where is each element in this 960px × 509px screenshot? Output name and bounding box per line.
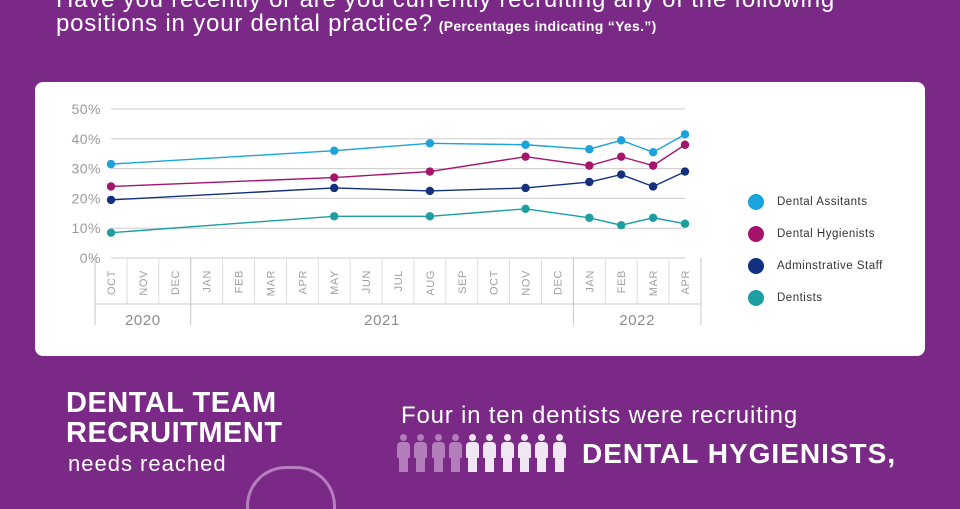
data-point xyxy=(585,213,594,222)
person-icon xyxy=(517,434,532,472)
data-point xyxy=(521,140,530,149)
data-point xyxy=(648,148,658,157)
x-tick-label: FEB xyxy=(234,270,246,293)
question-line-1: Have you recently or are you currently r… xyxy=(56,0,835,14)
data-point xyxy=(425,167,435,176)
data-point xyxy=(330,183,339,193)
legend-item: Adminstrative Staff xyxy=(748,250,883,282)
x-tick-label: MAY xyxy=(329,270,341,295)
hygienists-headline: DENTAL HYGIENISTS, xyxy=(582,438,897,469)
data-point xyxy=(106,182,116,191)
x-tick-label: FEB xyxy=(616,270,628,293)
data-point xyxy=(617,221,626,230)
y-tick-label: 0% xyxy=(80,250,101,266)
team-recruitment-title: DENTAL TEAM RECRUITMENT xyxy=(66,387,283,449)
data-point xyxy=(585,177,594,187)
data-point xyxy=(106,159,116,169)
person-icon xyxy=(448,434,463,472)
data-point xyxy=(617,170,626,179)
person-icon xyxy=(482,434,497,472)
person-icon xyxy=(534,434,549,472)
data-point xyxy=(425,139,435,148)
series-line xyxy=(110,208,686,234)
data-point xyxy=(648,182,658,191)
legend-label: Dental Hygienists xyxy=(777,228,875,240)
question-note: (Percentages indicating “Yes.”) xyxy=(438,18,657,34)
heart-icon xyxy=(246,466,336,509)
legend-item: Dental Hygienists xyxy=(748,218,883,250)
person-icon xyxy=(552,434,567,472)
data-point xyxy=(521,183,530,193)
x-tick-label: OCT xyxy=(489,270,501,295)
x-tick-label: APR xyxy=(680,270,692,294)
x-tick-label: MAR xyxy=(265,270,277,296)
x-tick-label: MAR xyxy=(648,270,660,296)
legend-swatch xyxy=(748,194,764,210)
data-point xyxy=(330,212,339,221)
x-tick-label: OCT xyxy=(106,270,118,295)
legend-label: Dental Assitants xyxy=(777,196,868,208)
x-tick-label: DEC xyxy=(552,270,564,295)
year-label: 2021 xyxy=(364,312,400,329)
needs-reached-text: needs reached xyxy=(68,451,227,476)
year-label: 2020 xyxy=(125,312,161,329)
legend-item: Dentists xyxy=(748,282,883,314)
chart-legend: Dental Assitants Dental Hygienists Adminst… xyxy=(748,186,883,314)
person-icon xyxy=(431,434,446,472)
legend-label: Dentists xyxy=(777,292,823,304)
x-tick-label: JAN xyxy=(584,270,596,293)
data-point xyxy=(680,140,690,149)
question-text: positions in your dental practice? xyxy=(56,10,433,37)
data-point xyxy=(680,167,690,176)
data-point xyxy=(648,161,658,170)
series-line xyxy=(110,170,686,201)
data-point xyxy=(521,204,530,214)
line-chart: 0% 10% 20% 30% 40% 50% OCT NOV DEC JAN FEB MAR APR MA… xyxy=(71,101,702,329)
data-point xyxy=(330,173,339,182)
data-point xyxy=(680,219,690,228)
data-point xyxy=(425,186,435,196)
x-tick-label: JAN xyxy=(202,270,214,293)
legend-item: Dental Assitants xyxy=(748,186,883,218)
x-tick-label: NOV xyxy=(521,270,533,296)
data-point xyxy=(585,145,594,154)
question-line-2: positions in your dental practice? (Perce… xyxy=(56,10,657,38)
x-tick-label: AUG xyxy=(425,270,437,296)
legend-label: Adminstrative Staff xyxy=(777,260,883,272)
x-tick-label: JUN xyxy=(361,270,373,293)
x-tick-label: DEC xyxy=(170,270,182,295)
data-point xyxy=(425,212,435,221)
people-pictogram xyxy=(396,434,569,472)
x-tick-label: APR xyxy=(297,270,309,294)
y-tick-label: 20% xyxy=(71,190,101,206)
data-point xyxy=(680,130,690,139)
y-tick-label: 50% xyxy=(71,101,101,117)
legend-swatch xyxy=(748,290,764,306)
x-tick-label: SEP xyxy=(457,270,469,294)
data-point xyxy=(106,195,116,205)
y-tick-label: 40% xyxy=(71,131,101,147)
legend-swatch xyxy=(748,226,764,242)
data-point xyxy=(521,152,530,161)
y-tick-label: 30% xyxy=(71,161,101,177)
data-point xyxy=(617,152,626,161)
series-line xyxy=(110,133,686,165)
chart-card: 0% 10% 20% 30% 40% 50% OCT NOV DEC JAN FEB MAR APR MA… xyxy=(35,82,925,356)
legend-swatch xyxy=(748,258,764,274)
data-point xyxy=(617,136,626,145)
year-label: 2022 xyxy=(619,312,655,329)
data-point xyxy=(106,228,116,237)
person-icon xyxy=(396,434,411,472)
x-tick-label: JUL xyxy=(393,270,405,291)
x-tick-label: NOV xyxy=(138,270,150,296)
person-icon xyxy=(500,434,515,472)
four-in-ten-text: Four in ten dentists were recruiting xyxy=(401,402,798,429)
data-point xyxy=(585,161,594,170)
person-icon xyxy=(413,434,428,472)
y-tick-label: 10% xyxy=(71,220,101,236)
data-point xyxy=(330,146,339,155)
data-point xyxy=(648,213,658,222)
series-line xyxy=(110,144,686,188)
person-icon xyxy=(465,434,480,472)
